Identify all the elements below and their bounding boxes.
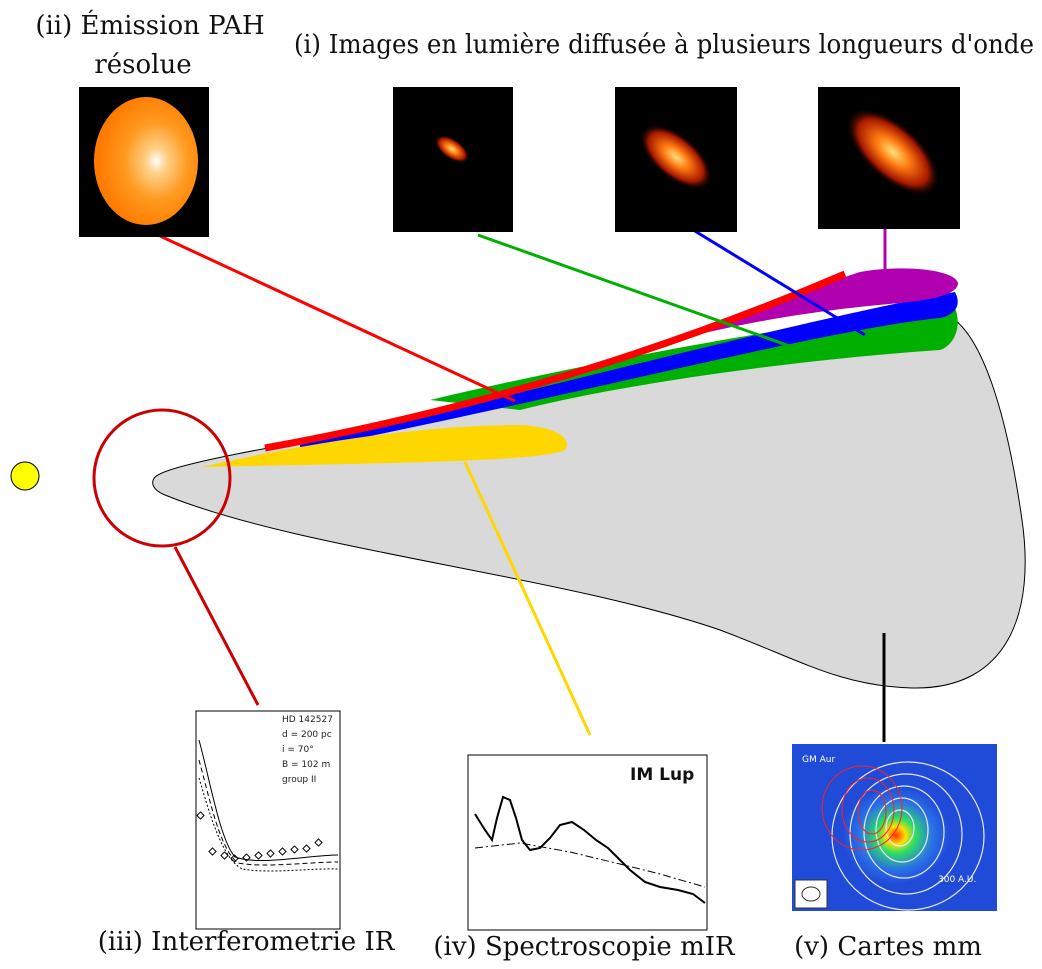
scattered-light-label: (i) Images en lumière diffusée à plusieu… bbox=[294, 30, 1034, 60]
layer-blue bbox=[300, 292, 958, 450]
interfero-label: (iii) Interferometrie IR bbox=[98, 927, 396, 957]
spectroscopy-plot: IM Lup bbox=[467, 754, 708, 931]
cartes-label: (v) Cartes mm bbox=[794, 932, 982, 962]
layer-red bbox=[264, 270, 847, 452]
interfero-legend-2: d = 200 pc bbox=[282, 730, 332, 740]
scattered-image-2 bbox=[615, 87, 737, 232]
inner-region-circle bbox=[92, 408, 232, 548]
mm-map: GM Aur 300 A.U. bbox=[792, 744, 997, 911]
layer-magenta bbox=[700, 268, 958, 334]
midir-connector bbox=[463, 461, 592, 736]
interferometry-plot: HD 142527 d = 200 pc i = 70° B = 102 m g… bbox=[195, 710, 341, 930]
layer-yellow bbox=[202, 425, 567, 467]
pah-label-line2: résolue bbox=[94, 50, 191, 80]
star bbox=[10, 461, 40, 491]
spectro-label: (iv) Spectroscopie mIR bbox=[433, 932, 736, 962]
interfero-legend-5: group II bbox=[282, 775, 316, 785]
scattered-image-1 bbox=[393, 87, 513, 232]
pah-connector bbox=[159, 234, 516, 403]
scattered-image-3 bbox=[818, 87, 960, 229]
scatter-short-connector bbox=[477, 233, 796, 350]
interfero-connector bbox=[173, 546, 260, 706]
pah-image bbox=[79, 87, 209, 237]
interfero-legend-1: HD 142527 bbox=[282, 715, 333, 725]
interfero-legend-4: B = 102 m bbox=[282, 760, 330, 770]
mm-map-scale-label: 300 A.U. bbox=[938, 875, 976, 885]
scatter-mid-connector bbox=[689, 226, 866, 337]
interfero-legend-3: i = 70° bbox=[282, 745, 314, 755]
pah-label-line1: (ii) Émission PAH bbox=[35, 9, 264, 41]
mm-map-source-label: GM Aur bbox=[802, 755, 835, 765]
spectro-plot-title: IM Lup bbox=[630, 765, 694, 785]
